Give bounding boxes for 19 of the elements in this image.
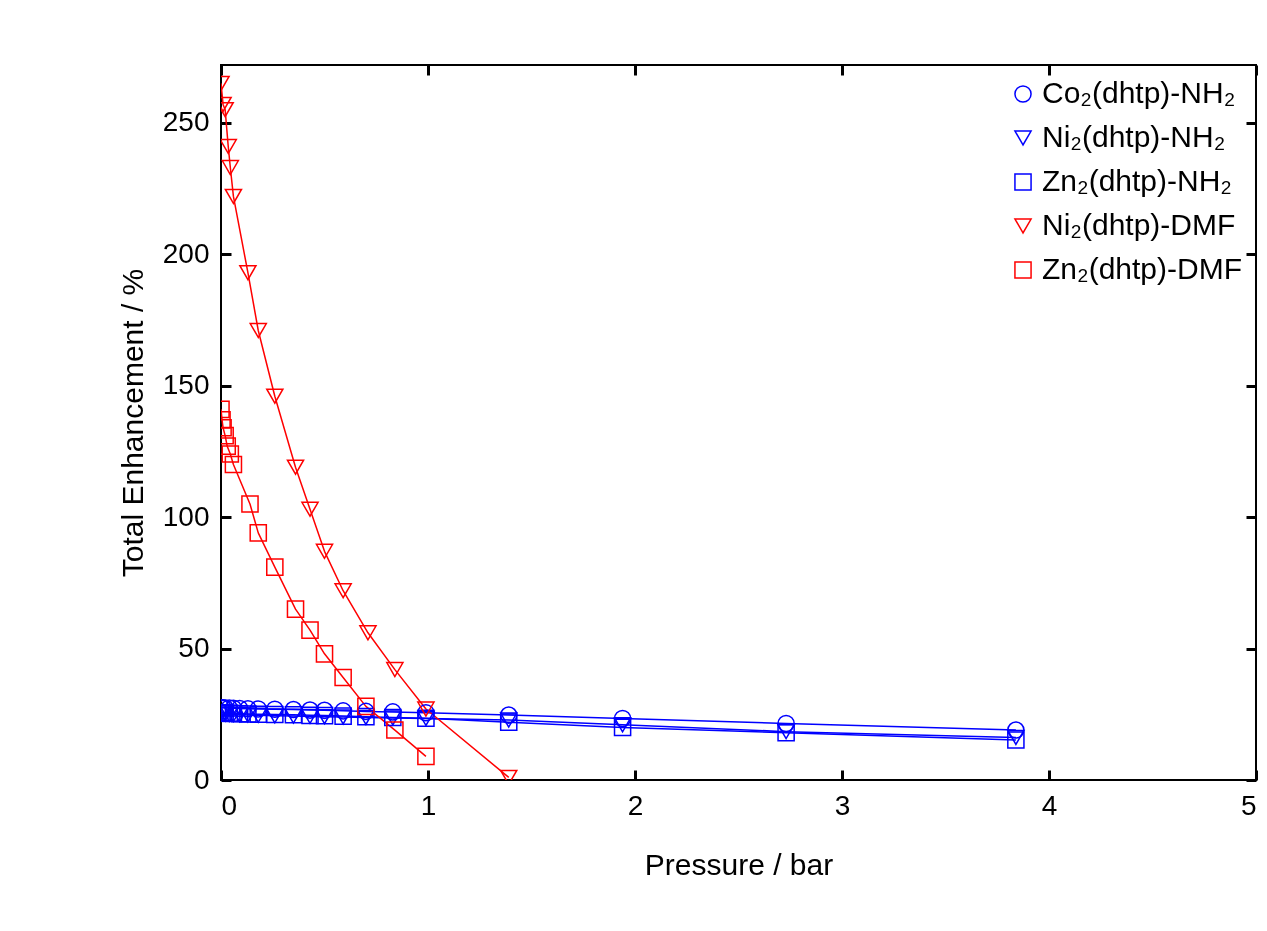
y-tick-label: 200: [162, 237, 210, 269]
x-tick-label: 1: [420, 789, 437, 821]
x-tick-label: 5: [1240, 789, 1257, 821]
legend-label: Co₂(dhtp)-NH₂: [1042, 76, 1236, 109]
x-tick-label: 4: [1041, 789, 1058, 821]
y-tick-label: 150: [162, 369, 210, 401]
legend-label: Zn₂(dhtp)-NH₂: [1042, 164, 1232, 197]
y-tick-label: 100: [162, 500, 210, 532]
x-tick-label: 2: [627, 789, 644, 821]
y-axis-title: Total Enhancement / %: [115, 268, 149, 578]
x-tick-label: 3: [834, 789, 851, 821]
legend-label: Ni₂(dhtp)-NH₂: [1042, 120, 1226, 153]
x-tick-label: 0: [221, 789, 238, 821]
legend-label: Zn₂(dhtp)-DMF: [1042, 252, 1242, 285]
legend-label: Ni₂(dhtp)-DMF: [1042, 208, 1236, 241]
y-tick-label: 250: [162, 106, 210, 138]
y-tick-label: 0: [193, 763, 210, 795]
x-axis-title: Pressure / bar: [644, 847, 834, 881]
y-tick-label: 50: [178, 632, 210, 664]
